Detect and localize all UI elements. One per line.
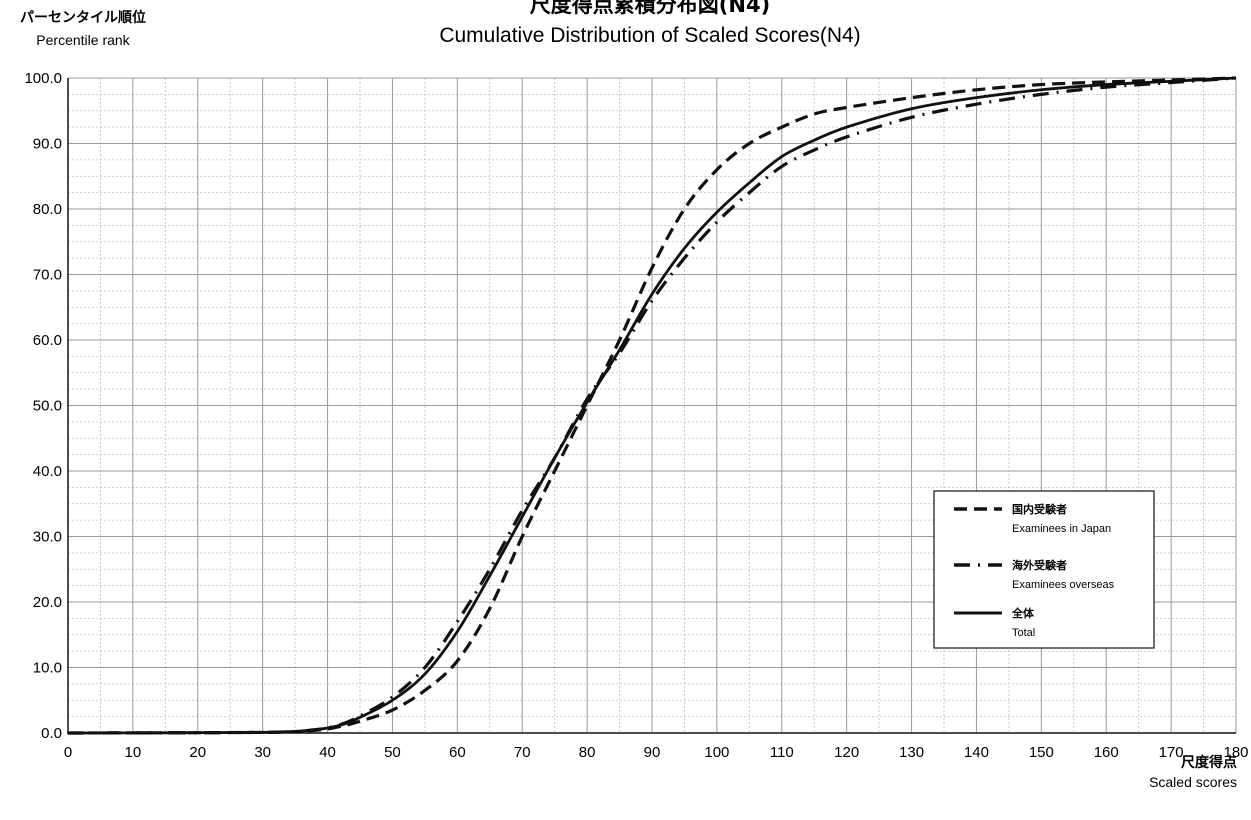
y-axis-label-en: Percentile rank	[36, 32, 130, 48]
y-tick-label: 40.0	[33, 463, 62, 480]
x-tick-label: 10	[125, 744, 142, 761]
y-tick-label: 20.0	[33, 594, 62, 611]
x-tick-label: 140	[964, 744, 989, 761]
x-tick-label: 170	[1159, 744, 1184, 761]
legend-label-total-en: Total	[1012, 627, 1035, 639]
legend-label-total-jp: 全体	[1011, 606, 1035, 620]
x-tick-label: 20	[189, 744, 206, 761]
y-axis-label-jp: パーセンタイル順位	[20, 9, 146, 26]
legend-label-overseas-en: Examinees overseas	[1012, 579, 1115, 591]
chart-title-en: Cumulative Distribution of Scaled Scores…	[439, 24, 860, 47]
x-tick-label: 80	[579, 744, 596, 761]
legend-box	[933, 490, 1155, 649]
legend-label-overseas-jp: 海外受験者	[1012, 558, 1067, 572]
y-tick-label: 100.0	[24, 70, 62, 87]
x-tick-label: 120	[834, 744, 859, 761]
chart-title-jp: 尺度得点累積分布図(N4)	[530, 0, 770, 17]
series-lines	[67, 76, 1237, 735]
grid-major	[68, 77, 1237, 733]
y-tick-label: 30.0	[33, 529, 62, 546]
x-tick-label: 30	[254, 744, 271, 761]
x-tick-label: 40	[319, 744, 336, 761]
x-tick-label: 180	[1223, 744, 1248, 761]
x-tick-label: 50	[384, 744, 401, 761]
y-tick-label: 70.0	[33, 267, 62, 284]
series-line-overseas	[67, 76, 1237, 735]
x-tick-label: 0	[64, 744, 72, 761]
y-tick-label: 10.0	[33, 660, 62, 677]
x-axis-label-jp: 尺度得点	[1181, 754, 1237, 771]
x-tick-label: 130	[899, 744, 924, 761]
x-tick-label: 110	[770, 744, 794, 761]
x-tick-label: 60	[449, 744, 466, 761]
x-tick-label: 100	[704, 744, 729, 761]
y-tick-label: 0.0	[41, 725, 62, 742]
legend: 国内受験者 Examinees in Japan 海外受験者 Examinees…	[933, 490, 1155, 649]
x-tick-label: 160	[1094, 744, 1119, 761]
x-axis-label-en: Scaled scores	[1149, 774, 1237, 790]
y-tick-label: 60.0	[33, 332, 62, 349]
x-tick-label: 150	[1029, 744, 1054, 761]
y-tick-labels: 0.0 10.0 20.0 30.0 40.0 50.0 60.0 70.0 80.0 90.0 1…	[24, 70, 62, 742]
series-line-total	[67, 76, 1237, 735]
legend-label-japan-en: Examinees in Japan	[1012, 523, 1111, 535]
y-tick-label: 80.0	[33, 201, 62, 218]
x-tick-label: 90	[644, 744, 661, 761]
x-tick-labels: 0 10 20 30 40 50 60 70 80 90 100 110 120 130 140 150 160…	[64, 744, 1249, 761]
y-tick-label: 50.0	[33, 398, 62, 415]
legend-label-japan-jp: 国内受験者	[1012, 502, 1067, 516]
y-tick-label: 90.0	[33, 136, 62, 153]
x-tick-label: 70	[514, 744, 531, 761]
series-line-japan	[67, 76, 1237, 735]
